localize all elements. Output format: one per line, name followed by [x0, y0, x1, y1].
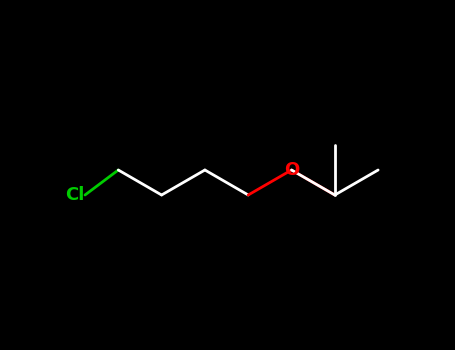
Text: O: O — [284, 161, 299, 179]
Text: Cl: Cl — [66, 186, 85, 204]
